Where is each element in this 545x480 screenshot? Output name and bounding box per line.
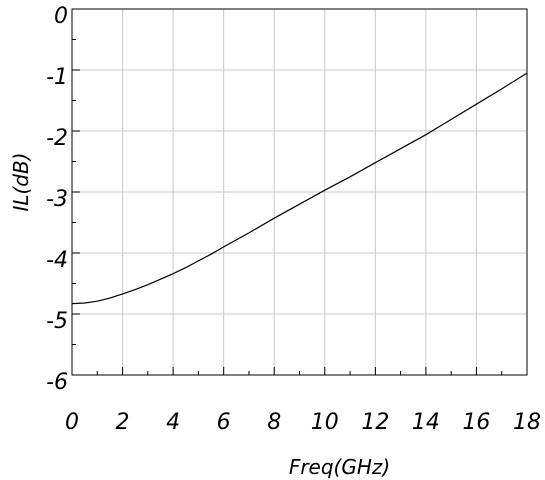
y-axis-title: IL(dB): [9, 152, 33, 211]
x-tick-label: 18: [513, 410, 541, 435]
x-tick-label: 0: [65, 410, 79, 435]
series-layer: [71, 72, 528, 305]
y-tick-labels: 0 -1 -2 -3 -4 -5 -6: [46, 4, 68, 395]
x-tick-label: 14: [412, 410, 440, 435]
plot-frame: [71, 8, 528, 376]
x-tick-label: 16: [462, 410, 490, 435]
y-tick-label: -5: [46, 309, 68, 334]
x-tick-label: 12: [361, 410, 389, 435]
y-tick-label: -2: [46, 126, 68, 151]
x-tick-label: 10: [311, 410, 339, 435]
series-line: [71, 72, 528, 305]
y-tick-label: -6: [46, 370, 68, 395]
grid: [72, 9, 527, 375]
x-tick-label: 4: [166, 410, 180, 435]
y-tick-label: -3: [46, 187, 68, 212]
x-tick-label: 2: [116, 410, 130, 435]
y-tick-label: -1: [46, 65, 68, 90]
y-tick-label: -4: [46, 248, 68, 273]
x-tick-label: 8: [267, 410, 281, 435]
x-tick-label: 6: [217, 410, 231, 435]
x-axis-title: Freq(GHz): [289, 455, 390, 479]
y-tick-label: 0: [54, 4, 68, 29]
x-tick-labels: 0 2 4 6 8 10 12 14 16 18: [65, 410, 541, 435]
